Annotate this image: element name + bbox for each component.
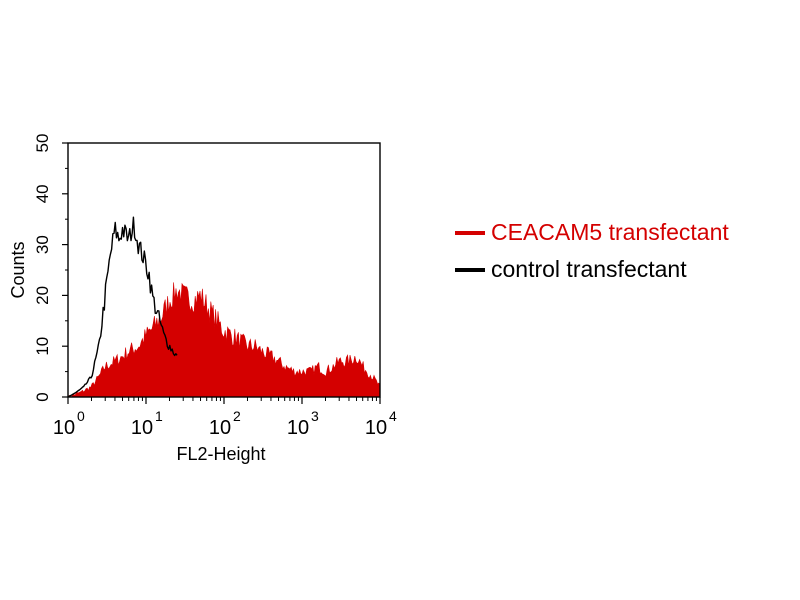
x-tick-exponent: 2 bbox=[233, 408, 241, 424]
series-ceacam5-histogram bbox=[67, 282, 381, 398]
x-tick-exponent: 1 bbox=[155, 408, 163, 424]
y-tick-label: 10 bbox=[33, 337, 52, 356]
x-tick-exponent: 3 bbox=[311, 408, 319, 424]
y-tick-label: 50 bbox=[33, 134, 52, 153]
x-tick-label: 10 bbox=[53, 417, 75, 439]
x-tick-label: 10 bbox=[209, 417, 231, 439]
y-axis-title: Counts bbox=[8, 241, 28, 298]
y-tick-label: 40 bbox=[33, 184, 52, 203]
legend-label-ceacam5: CEACAM5 transfectant bbox=[491, 219, 729, 245]
series-control-histogram bbox=[67, 216, 178, 398]
y-tick-label: 20 bbox=[33, 286, 52, 305]
x-tick-exponent: 4 bbox=[389, 408, 397, 424]
legend-swatch-control bbox=[455, 267, 485, 272]
legend-item-control: control transfectant bbox=[455, 256, 687, 283]
x-tick-label: 10 bbox=[131, 417, 153, 439]
legend-label-control: control transfectant bbox=[491, 256, 687, 282]
x-tick-exponent: 0 bbox=[77, 408, 85, 424]
legend-swatch-ceacam5 bbox=[455, 230, 485, 235]
y-tick-label: 30 bbox=[33, 235, 52, 254]
legend-item-ceacam5: CEACAM5 transfectant bbox=[455, 219, 729, 246]
x-tick-label: 10 bbox=[287, 417, 309, 439]
x-tick-label: 10 bbox=[365, 417, 387, 439]
x-axis-title: FL2-Height bbox=[176, 444, 265, 464]
y-tick-label: 0 bbox=[33, 392, 52, 401]
